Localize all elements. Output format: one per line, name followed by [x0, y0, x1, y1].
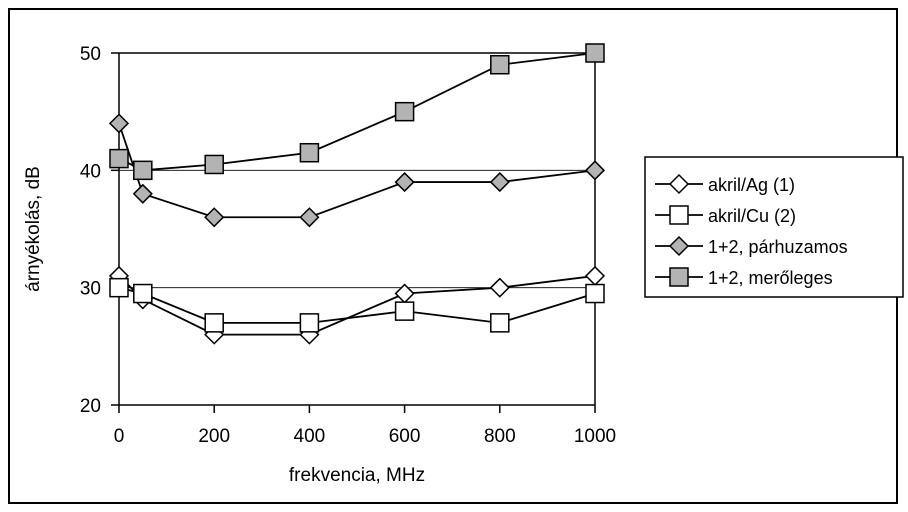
data-point — [299, 207, 320, 228]
legend-marker — [669, 267, 689, 287]
data-point — [299, 142, 320, 163]
x-tick-label: 600 — [389, 426, 421, 447]
data-point — [394, 172, 415, 193]
legend-entry-1: akril/Cu (2) — [655, 205, 796, 226]
legend-label: 1+2, párhuzamos — [708, 237, 848, 257]
data-point — [133, 283, 153, 304]
y-axis-label: árnyékolás, dB — [23, 166, 44, 292]
x-axis-label: frekvencia, MHz — [289, 465, 425, 486]
y-tick-label: 50 — [80, 44, 101, 65]
y-tick-label: 30 — [80, 279, 101, 300]
data-point — [204, 313, 224, 333]
gridlines — [119, 52, 595, 289]
x-tick-labels: 0 200 400 600 800 1000 — [114, 426, 616, 447]
y-tick-label: 20 — [80, 396, 101, 417]
data-point — [585, 43, 605, 63]
data-point — [489, 277, 510, 298]
axis-ticks — [111, 52, 596, 413]
series-2 — [108, 113, 606, 228]
data-point — [108, 113, 130, 134]
legend-entry-3: 1+2, merőleges — [655, 267, 833, 288]
data-point — [109, 148, 129, 169]
legend-label: akril/Cu (2) — [708, 206, 796, 226]
data-point — [204, 154, 224, 175]
x-tick-label: 800 — [484, 426, 516, 447]
data-point — [132, 183, 153, 204]
data-point — [585, 283, 605, 304]
legend-entry-2: 1+2, párhuzamos — [655, 235, 848, 257]
legend-marker — [668, 173, 690, 195]
x-tick-label: 400 — [294, 426, 326, 447]
series-3 — [109, 43, 605, 181]
data-point — [394, 301, 415, 321]
legend: akril/Ag (1) akril/Cu (2) 1+2, párhuzamos 1… — [655, 173, 848, 288]
data-point — [109, 277, 129, 298]
legend-entry-0: akril/Ag (1) — [655, 173, 795, 195]
legend-marker — [668, 235, 690, 257]
series-1 — [109, 277, 605, 333]
data-point — [584, 160, 606, 181]
data-point — [133, 160, 153, 181]
legend-label: 1+2, merőleges — [708, 268, 833, 288]
series-layer — [108, 43, 606, 345]
x-tick-label: 0 — [114, 426, 125, 447]
data-point — [204, 207, 225, 228]
legend-marker — [669, 205, 689, 225]
x-tick-label: 200 — [198, 426, 230, 447]
y-tick-label: 40 — [80, 161, 101, 182]
data-point — [490, 313, 510, 333]
data-point — [490, 54, 510, 75]
legend-label: akril/Ag (1) — [708, 175, 795, 195]
data-point — [394, 101, 415, 122]
data-point — [489, 172, 510, 193]
x-tick-label: 1000 — [574, 426, 616, 447]
data-point — [299, 313, 320, 333]
y-tick-labels: 20 30 40 50 — [80, 44, 101, 417]
